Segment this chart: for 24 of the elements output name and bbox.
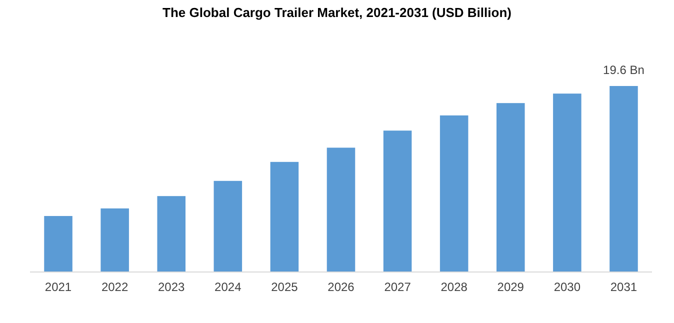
x-tick-label: 2025 [271, 280, 298, 294]
bar [214, 180, 242, 272]
x-tick-label: 2030 [554, 280, 581, 294]
chart-title: The Global Cargo Trailer Market, 2021-2031 (USD Billion) [162, 5, 512, 20]
bar [383, 130, 412, 272]
bar [610, 86, 638, 272]
x-tick-label: 2027 [384, 280, 412, 294]
bar [496, 103, 525, 272]
x-tick-label: 2021 [44, 280, 72, 294]
bar [157, 196, 186, 272]
data-label: 19.6 Bn [603, 63, 644, 77]
bar [326, 148, 356, 272]
bar [270, 162, 299, 272]
x-tick-label: 2024 [214, 280, 242, 294]
x-tick-label: 2028 [440, 280, 468, 294]
bar [553, 94, 582, 272]
bar [440, 115, 468, 272]
bar [44, 216, 72, 272]
x-tick-label: 2022 [101, 280, 128, 294]
bar [100, 208, 129, 272]
x-tick-label: 2031 [610, 280, 638, 294]
x-tick-label: 2029 [497, 280, 524, 294]
x-tick-label: 2023 [158, 280, 186, 294]
x-tick-label: 2026 [328, 280, 355, 294]
